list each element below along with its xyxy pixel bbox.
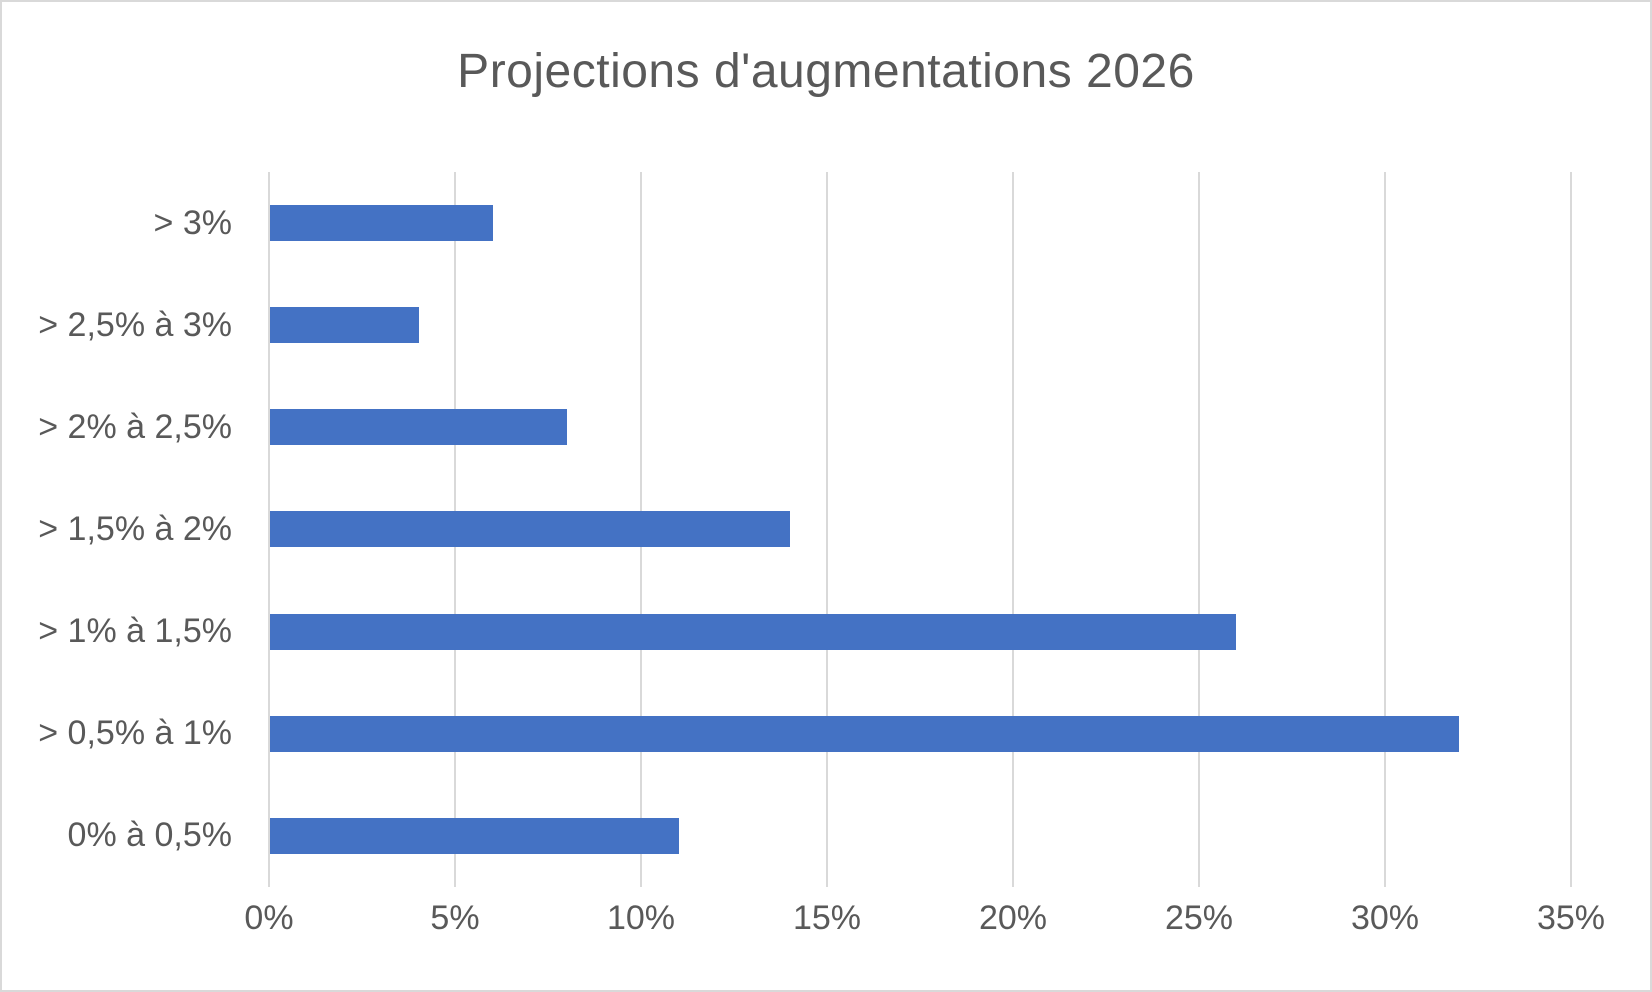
category-label: > 1% à 1,5%	[38, 612, 232, 651]
x-tick-label: 25%	[1164, 899, 1234, 937]
category-label: > 1,5% à 2%	[38, 509, 232, 548]
bar	[270, 817, 679, 854]
y-axis-category-labels: > 3% > 2,5% à 3% > 2% à 2,5% > 1,5% à 2% > 1…	[2, 172, 232, 887]
bar	[270, 409, 568, 446]
x-tick-label: 0%	[244, 899, 294, 937]
gridline-15%	[826, 172, 828, 887]
bar	[270, 613, 1237, 650]
gridline-35%	[1570, 172, 1572, 887]
chart-title: Projections d'augmentations 2026	[457, 45, 1195, 98]
plot-area	[268, 172, 1572, 887]
gridline-30%	[1384, 172, 1386, 887]
bar	[270, 511, 791, 548]
category-label: > 2% à 2,5%	[38, 407, 232, 446]
bar	[270, 307, 419, 344]
x-tick-label: 15%	[792, 899, 862, 937]
x-tick-label: 35%	[1536, 899, 1606, 937]
gridline-20%	[1012, 172, 1014, 887]
category-label: 0% à 0,5%	[67, 816, 232, 855]
gridline-25%	[1198, 172, 1200, 887]
x-tick-label: 30%	[1350, 899, 1420, 937]
category-label: > 2,5% à 3%	[38, 305, 232, 344]
bar	[270, 715, 1460, 752]
x-axis-tick-labels: 0% 5% 10% 15% 20% 25% 30% 35%	[244, 899, 1605, 951]
category-label: > 0,5% à 1%	[38, 714, 232, 753]
gridline-0%	[268, 172, 270, 887]
x-tick-label: 5%	[430, 899, 480, 937]
bar-series	[270, 172, 1571, 887]
x-tick-label: 20%	[978, 899, 1048, 937]
x-tick-label: 10%	[606, 899, 676, 937]
bar	[270, 205, 494, 242]
category-label: > 3%	[153, 203, 232, 242]
